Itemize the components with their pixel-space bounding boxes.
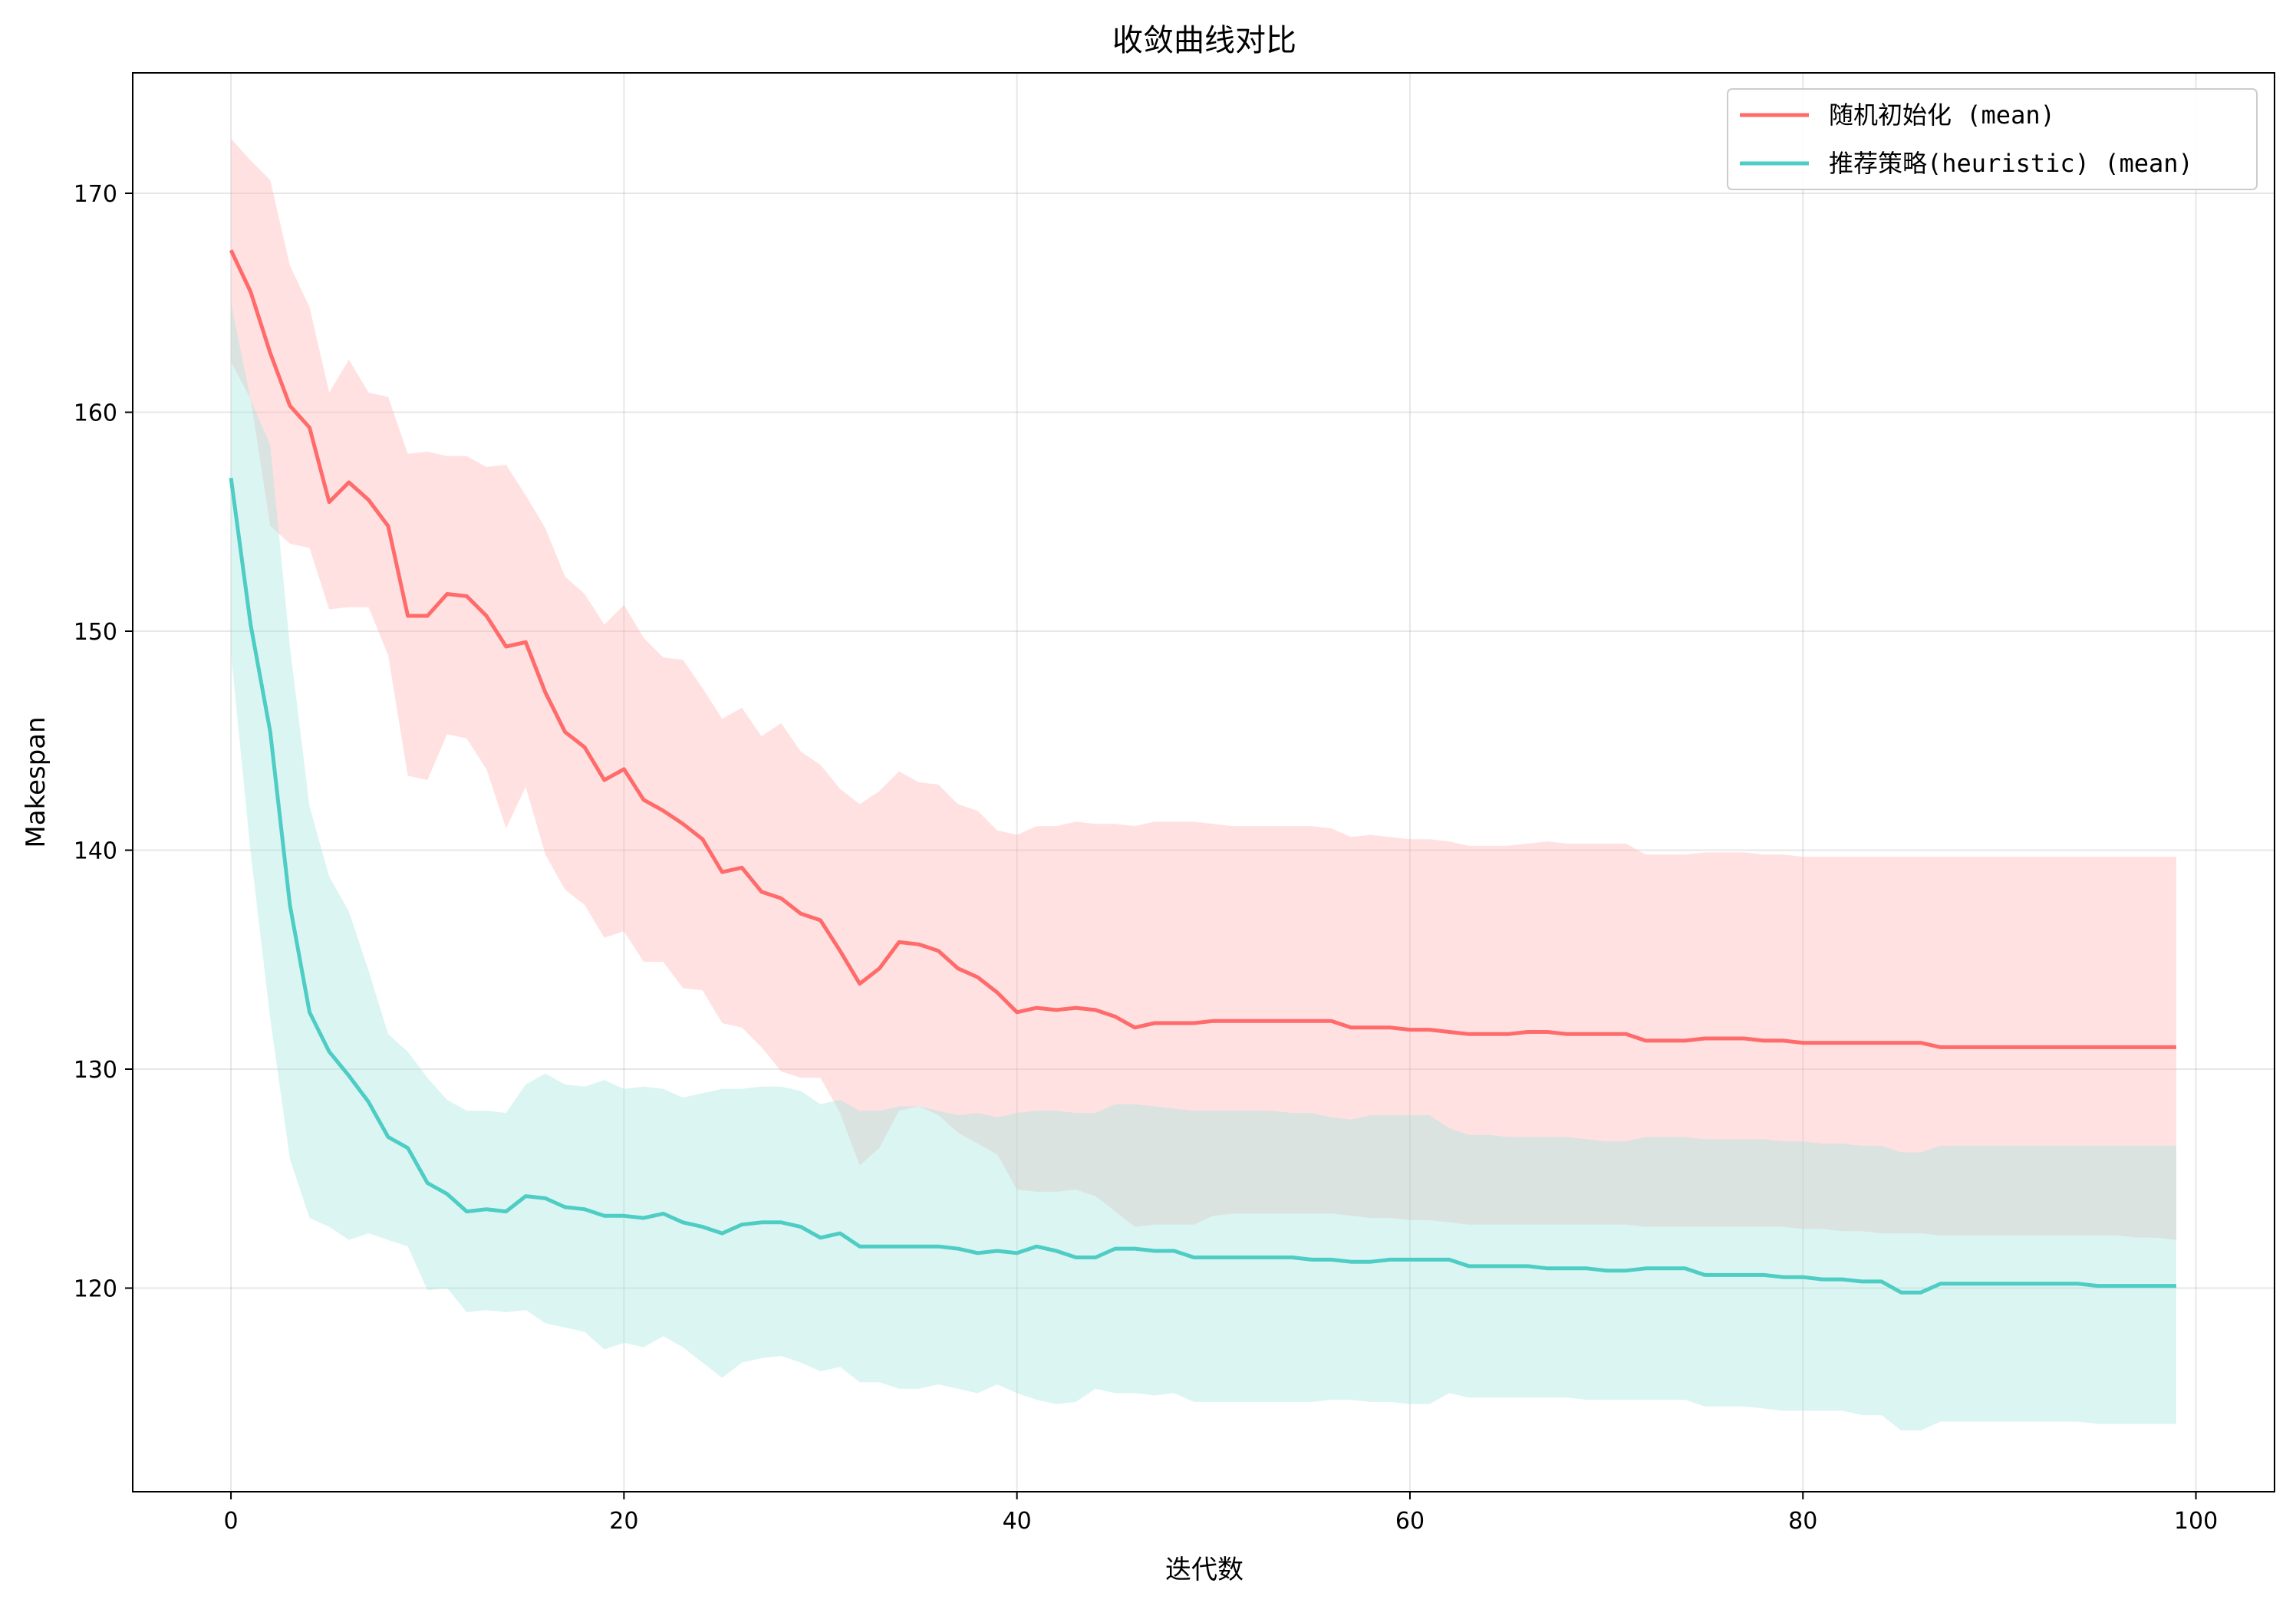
x-tick-label: 20 <box>609 1508 638 1535</box>
legend-label-heuristic: 推荐策略(heuristic) (mean) <box>1829 149 2193 178</box>
y-tick-label: 140 <box>74 838 117 865</box>
x-tick-label: 0 <box>224 1508 239 1535</box>
y-tick-label: 150 <box>74 619 117 646</box>
mean-lines <box>229 249 2176 1295</box>
random-init-mean-line <box>229 249 2176 1049</box>
heuristic-confidence-band <box>231 302 2176 1431</box>
y-tick-label: 160 <box>74 400 117 427</box>
legend: 随机初始化 (mean) 推荐策略(heuristic) (mean) <box>1727 88 2258 190</box>
x-axis-label: 迭代数 <box>1165 1555 1244 1585</box>
legend-label-random: 随机初始化 (mean) <box>1829 100 2055 130</box>
plot-area-frame <box>132 72 2275 1492</box>
x-tick-label: 40 <box>1003 1508 1032 1535</box>
confidence-bands <box>231 138 2176 1431</box>
heuristic-mean-line <box>229 477 2176 1295</box>
axis-ticks: 0 20 40 60 80 100 120 130 140 150 160 170 <box>74 181 2218 1535</box>
x-tick-label: 100 <box>2174 1508 2218 1535</box>
grid-lines <box>133 73 2275 1492</box>
legend-box <box>1727 88 2258 190</box>
chart-title: 收敛曲线对比 <box>1112 23 1296 58</box>
random-init-confidence-band <box>231 138 2176 1240</box>
x-tick-label: 60 <box>1395 1508 1425 1535</box>
x-tick-label: 80 <box>1788 1508 1817 1535</box>
y-tick-label: 120 <box>74 1275 117 1302</box>
y-tick-label: 170 <box>74 181 117 208</box>
y-tick-label: 130 <box>74 1057 117 1084</box>
y-axis-label: Makespan <box>21 716 51 847</box>
